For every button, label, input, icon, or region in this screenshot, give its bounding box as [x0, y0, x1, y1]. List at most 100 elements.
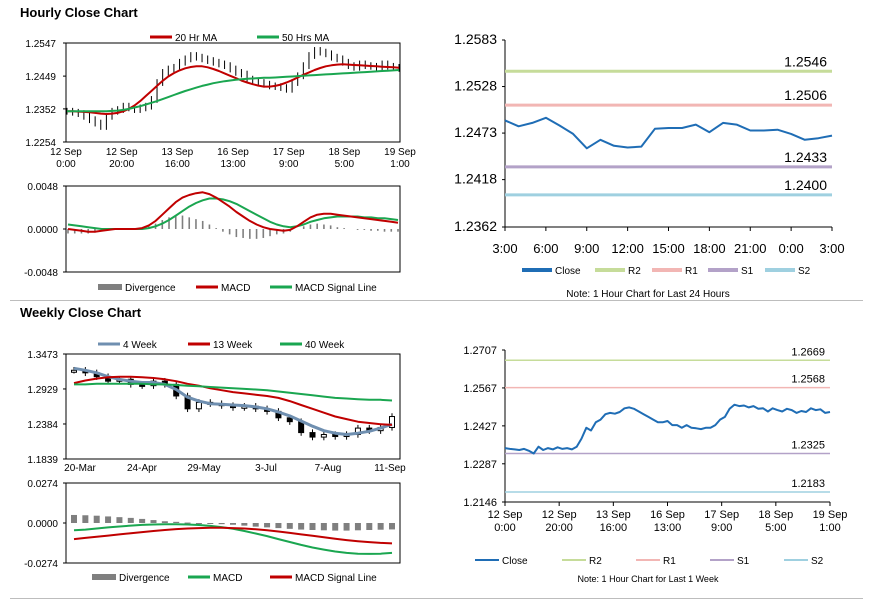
hourly-price-x-tick-label: 16 Sep [217, 147, 249, 158]
weekly-divergence-bar [377, 523, 384, 530]
hourly-price-x-tick-label: 0:00 [56, 159, 76, 170]
hourly-price-x-tick-label: 9:00 [279, 159, 299, 170]
weekly-1h-x-tick-label: 16 Sep [650, 509, 685, 521]
weekly-1h-x-tick-label: 12 Sep [488, 509, 523, 521]
hourly-legend-divergence-label: Divergence [125, 283, 176, 294]
weekly-price-x-tick-label: 3-Jul [255, 463, 277, 474]
hourly-price-y-tick-label: 1.2547 [25, 39, 56, 50]
weekly-legend-13week-label: 13 Week [213, 340, 253, 351]
weekly-ma-line [74, 382, 393, 402]
weekly-divergence-bar [116, 517, 123, 523]
weekly-1h-x-tick-label: 9:00 [711, 522, 732, 534]
hourly-24h-x-tick-label: 0:00 [778, 241, 803, 256]
weekly-1h-legend-close-label: Close [502, 556, 528, 567]
weekly-1h-x-tick-label: 19 Sep [813, 509, 848, 521]
weekly-legend-macd-label: MACD [213, 573, 242, 584]
hourly-price-x-tick-label: 13 Sep [161, 147, 193, 158]
weekly-price-x-tick-label: 11-Sep [374, 463, 406, 474]
weekly-1h-note: Note: 1 Hour Chart for Last 1 Week [578, 574, 719, 584]
bottom-divider [10, 598, 863, 599]
hourly-macd-y-tick-label: -0.0048 [24, 268, 58, 279]
section-divider [10, 300, 863, 301]
hourly-price-x-tick-label: 20:00 [109, 159, 134, 170]
weekly-ma-line [73, 366, 393, 436]
hourly-price-x-tick-label: 19 Sep [384, 147, 416, 158]
weekly-1h-level-label: 1.2669 [791, 346, 825, 358]
weekly-divergence-bar [71, 514, 77, 523]
weekly-divergence-bar [275, 523, 282, 529]
hourly-24h-level-label: 1.2546 [784, 53, 827, 69]
hourly-24h-legend-close-label: Close [555, 266, 581, 277]
weekly-1h-x-tick-label: 16:00 [600, 522, 628, 534]
weekly-divergence-bar [309, 523, 316, 531]
weekly-1h-close-line [504, 403, 831, 455]
weekly-1h-level-label: 1.2325 [791, 440, 825, 452]
weekly-divergence-bar [184, 522, 191, 524]
weekly-legend-divergence-label: Divergence [119, 573, 170, 584]
weekly-divergence-bar [252, 523, 259, 527]
weekly-price-x-tick-label: 29-May [187, 463, 220, 474]
weekly-1h-legend-r1-label: R1 [663, 556, 676, 567]
hourly-macd-line [67, 191, 399, 233]
weekly-section-title: Weekly Close Chart [20, 305, 142, 320]
hourly-24h-legend-s2-label: S2 [798, 266, 811, 277]
weekly-legend-divergence-swatch [92, 574, 116, 580]
weekly-candle-body [195, 401, 202, 410]
weekly-divergence-bar [218, 523, 225, 525]
weekly-divergence-bar [207, 523, 214, 524]
weekly-1h-x-tick-label: 17 Sep [704, 509, 739, 521]
weekly-divergence-bar [230, 523, 236, 525]
weekly-1h-x-tick-label: 13:00 [654, 522, 682, 534]
weekly-candle-body [286, 417, 293, 423]
weekly-1h-legend-r2-label: R2 [589, 556, 602, 567]
hourly-24h-y-tick-label: 1.2362 [454, 218, 497, 234]
weekly-1h-legend-s2-label: S2 [811, 556, 824, 567]
weekly-1h-y-tick-label: 1.2427 [463, 421, 497, 433]
weekly-1h-y-tick-label: 1.2287 [463, 459, 497, 471]
hourly-24h-legend-r1-label: R1 [685, 266, 698, 277]
hourly-price-x-tick-label: 12 Sep [106, 147, 138, 158]
hourly-price-plot-frame [65, 42, 401, 143]
weekly-price-x-tick-label: 24-Apr [127, 463, 158, 474]
weekly-divergence-bar [105, 516, 112, 523]
weekly-1h-x-tick-label: 1:00 [819, 522, 840, 534]
weekly-1h-x-tick-label: 13 Sep [596, 509, 631, 521]
hourly-price-x-tick-label: 17 Sep [273, 147, 305, 158]
hourly-24h-x-tick-label: 18:00 [693, 241, 726, 256]
weekly-legend-40week-label: 40 Week [305, 340, 345, 351]
weekly-divergence-bar [241, 523, 248, 526]
hourly-24h-x-tick-label: 21:00 [734, 241, 767, 256]
weekly-1h-legend-s1-label: S1 [737, 556, 750, 567]
weekly-candle-body [71, 369, 77, 373]
hourly-ma-line [67, 63, 400, 115]
hourly-legend-macd-label: MACD [221, 283, 250, 294]
hourly-24h-close-line [504, 116, 833, 150]
weekly-candle-body [309, 432, 316, 438]
weekly-divergence-bar [298, 523, 305, 530]
weekly-divergence-bar [343, 523, 350, 531]
hourly-price-y-tick-label: 1.2352 [25, 105, 56, 116]
weekly-price-x-tick-label: 20-Mar [64, 463, 96, 474]
weekly-1h-level-label: 1.2568 [791, 374, 825, 386]
weekly-1h-level-label: 1.2183 [791, 478, 825, 490]
weekly-divergence-bar [139, 518, 146, 523]
weekly-1h-x-tick-label: 5:00 [765, 522, 786, 534]
weekly-price-y-tick-label: 1.2384 [27, 420, 58, 431]
hourly-24h-y-tick-label: 1.2418 [454, 171, 497, 187]
hourly-legend-ma50-label: 50 Hrs MA [282, 33, 330, 44]
weekly-price-y-tick-label: 1.2929 [27, 385, 58, 396]
hourly-price-x-tick-label: 5:00 [335, 159, 355, 170]
weekly-ma-line [73, 375, 393, 426]
hourly-macd-y-tick-label: 0.0000 [27, 225, 58, 236]
weekly-price-x-tick-label: 7-Aug [315, 463, 342, 474]
weekly-divergence-bar [320, 523, 327, 531]
weekly-divergence-bar [389, 523, 395, 530]
weekly-divergence-bar [173, 521, 180, 523]
weekly-1h-x-tick-label: 18 Sep [758, 509, 793, 521]
hourly-24h-x-tick-label: 12:00 [611, 241, 644, 256]
hourly-price-x-tick-label: 1:00 [390, 159, 410, 170]
weekly-divergence-bar [161, 521, 168, 523]
hourly-legend-signal-label: MACD Signal Line [295, 283, 377, 294]
hourly-price-y-tick-label: 1.2254 [25, 138, 56, 149]
